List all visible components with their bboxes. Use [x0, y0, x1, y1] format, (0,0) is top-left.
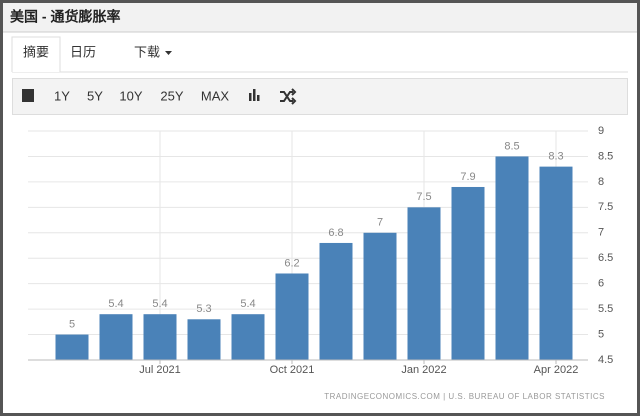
range-button[interactable]: 5Y [87, 88, 103, 103]
bar [275, 273, 309, 360]
shuffle-icon[interactable] [280, 88, 297, 105]
value-label: 5.3 [196, 303, 211, 315]
y-tick-label: 9 [598, 125, 604, 137]
range-button[interactable]: MAX [201, 88, 230, 103]
y-tick-label: 5.5 [598, 303, 613, 315]
y-tick-label: 6 [598, 278, 604, 290]
bar [143, 314, 177, 360]
y-tick-label: 8 [598, 176, 604, 188]
x-tick-label: Jul 2021 [139, 364, 181, 376]
value-label: 5.4 [240, 298, 255, 310]
range-button[interactable]: 25Y [160, 88, 183, 103]
bar [231, 314, 265, 360]
active-tab[interactable] [11, 36, 61, 72]
tab[interactable]: 摘要 [23, 44, 49, 59]
value-label: 5.4 [152, 298, 167, 310]
bar [539, 166, 573, 360]
toolbar [12, 78, 628, 115]
x-tick-label: Apr 2022 [534, 364, 579, 376]
value-label: 7.5 [416, 191, 431, 203]
bar [187, 319, 221, 360]
tab[interactable]: 下载 [134, 44, 160, 59]
bar [55, 334, 89, 360]
value-label: 8.3 [548, 151, 563, 163]
y-tick-label: 7 [598, 227, 604, 239]
bar [495, 156, 529, 360]
value-label: 6.8 [328, 227, 343, 239]
bar [407, 207, 441, 360]
bar [363, 232, 397, 360]
source: TRADINGECONOMICS.COM | U.S. BUREAU OF LA… [324, 392, 605, 401]
value-label: 5 [69, 318, 75, 330]
y-tick-label: 5 [598, 328, 604, 340]
y-tick-label: 7.5 [598, 201, 613, 213]
x-tick-label: Jan 2022 [401, 364, 446, 376]
title-bar [3, 3, 637, 32]
calendar-icon[interactable] [22, 89, 34, 102]
y-tick-label: 8.5 [598, 150, 613, 162]
bar [451, 186, 485, 360]
y-tick-label: 4.5 [598, 354, 613, 366]
bar [99, 314, 133, 360]
bar-chart-icon[interactable] [249, 89, 260, 101]
value-label: 7 [377, 217, 383, 229]
plot: 4.5 5 5.5 6 6.5 7 7.5 8 8.5 9 Jul 2021 Oct 2021 Jan … [28, 125, 613, 376]
range-button[interactable]: 1Y [54, 88, 70, 103]
tab[interactable]: 日历 [70, 44, 96, 59]
value-label: 6.2 [284, 257, 299, 269]
y-tick-label: 6.5 [598, 252, 613, 264]
value-label: 8.5 [504, 140, 519, 152]
page-title: 美国 - 通货膨胀率 [10, 9, 120, 25]
bar [319, 242, 353, 360]
value-label: 5.4 [108, 298, 123, 310]
dropdown-caret [165, 51, 172, 55]
value-label: 7.9 [460, 171, 475, 183]
x-tick-label: Oct 2021 [270, 364, 315, 376]
range-button[interactable]: 10Y [119, 88, 142, 103]
